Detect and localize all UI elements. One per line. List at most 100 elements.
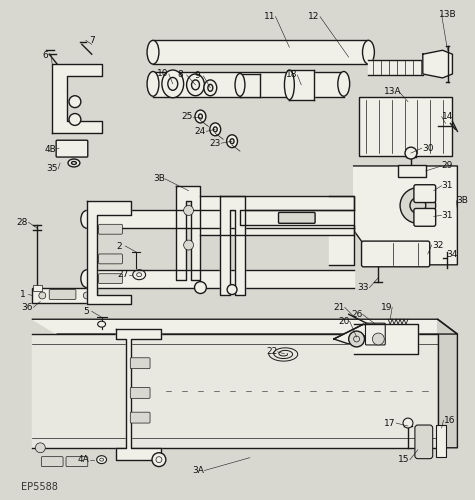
Bar [33,284,42,290]
FancyBboxPatch shape [130,358,150,368]
Circle shape [184,240,193,250]
Text: 3B: 3B [153,174,165,184]
FancyBboxPatch shape [130,412,150,423]
Circle shape [69,114,81,126]
FancyBboxPatch shape [66,456,88,466]
FancyBboxPatch shape [41,456,63,466]
Circle shape [156,456,162,462]
Ellipse shape [147,72,159,96]
Ellipse shape [208,84,213,91]
Text: 33: 33 [358,283,369,292]
Polygon shape [52,64,102,134]
Ellipse shape [210,123,221,136]
Bar [436,425,446,456]
Polygon shape [437,319,457,448]
FancyBboxPatch shape [415,425,433,458]
Ellipse shape [98,321,105,327]
Text: 35: 35 [47,164,58,173]
Text: 10: 10 [157,70,169,78]
Ellipse shape [204,80,217,96]
Polygon shape [116,329,161,460]
Ellipse shape [100,458,104,461]
Text: 14: 14 [442,112,453,121]
Circle shape [410,198,426,214]
FancyBboxPatch shape [56,140,88,157]
Text: 19: 19 [380,303,392,312]
Circle shape [184,206,193,216]
Polygon shape [334,324,378,344]
Polygon shape [289,70,314,100]
Text: 13A: 13A [384,88,402,96]
Polygon shape [329,196,353,265]
Circle shape [54,292,61,299]
Ellipse shape [68,159,80,167]
Circle shape [36,443,45,452]
Text: 29: 29 [442,162,453,170]
Polygon shape [32,319,457,334]
Ellipse shape [133,270,146,280]
Circle shape [400,188,436,224]
Text: 12: 12 [308,12,320,21]
Bar [398,165,426,177]
Text: 30: 30 [422,144,434,152]
Text: 16: 16 [444,416,455,424]
Ellipse shape [199,114,202,119]
Text: 8: 8 [178,70,183,80]
Text: EP5588: EP5588 [20,482,57,492]
Ellipse shape [213,127,217,132]
Text: 32: 32 [432,240,443,250]
Circle shape [194,282,206,294]
Text: 28: 28 [17,218,28,227]
Polygon shape [87,200,131,304]
Text: 13B: 13B [439,10,456,19]
FancyBboxPatch shape [361,241,430,267]
Ellipse shape [81,270,93,287]
Polygon shape [32,334,437,448]
Polygon shape [200,196,353,235]
Ellipse shape [168,78,178,90]
Text: 21: 21 [333,303,344,312]
Text: 25: 25 [181,112,192,121]
FancyBboxPatch shape [414,208,436,226]
Polygon shape [176,186,200,280]
Text: 9: 9 [195,72,200,80]
Ellipse shape [71,162,76,164]
Ellipse shape [187,74,204,96]
Text: 3B: 3B [456,196,468,205]
Text: 4B: 4B [44,144,56,154]
FancyBboxPatch shape [49,290,76,300]
FancyBboxPatch shape [99,254,123,264]
Text: 22: 22 [266,348,277,356]
Polygon shape [423,50,453,78]
Text: 3A: 3A [192,466,204,475]
Text: 27: 27 [118,270,129,279]
Ellipse shape [191,80,200,90]
Circle shape [372,333,384,345]
Text: 11: 11 [264,12,276,21]
Ellipse shape [97,456,106,464]
Text: 20: 20 [338,316,350,326]
Circle shape [152,452,166,466]
FancyBboxPatch shape [278,212,315,224]
Polygon shape [353,166,457,265]
Text: 24: 24 [195,127,206,136]
Ellipse shape [162,70,184,98]
Text: 18: 18 [285,70,297,80]
Polygon shape [353,324,418,354]
Text: 15: 15 [398,455,410,464]
Circle shape [83,292,90,299]
Ellipse shape [81,210,93,228]
Circle shape [353,336,360,342]
Ellipse shape [285,70,294,100]
Text: 5: 5 [83,307,89,316]
FancyBboxPatch shape [365,323,385,345]
Ellipse shape [230,138,234,143]
Text: 31: 31 [442,181,453,190]
Ellipse shape [362,40,374,64]
Bar [32,288,97,304]
Circle shape [68,292,76,299]
Bar [359,96,453,156]
Circle shape [405,147,417,159]
Text: 26: 26 [351,310,362,319]
Ellipse shape [137,272,142,276]
